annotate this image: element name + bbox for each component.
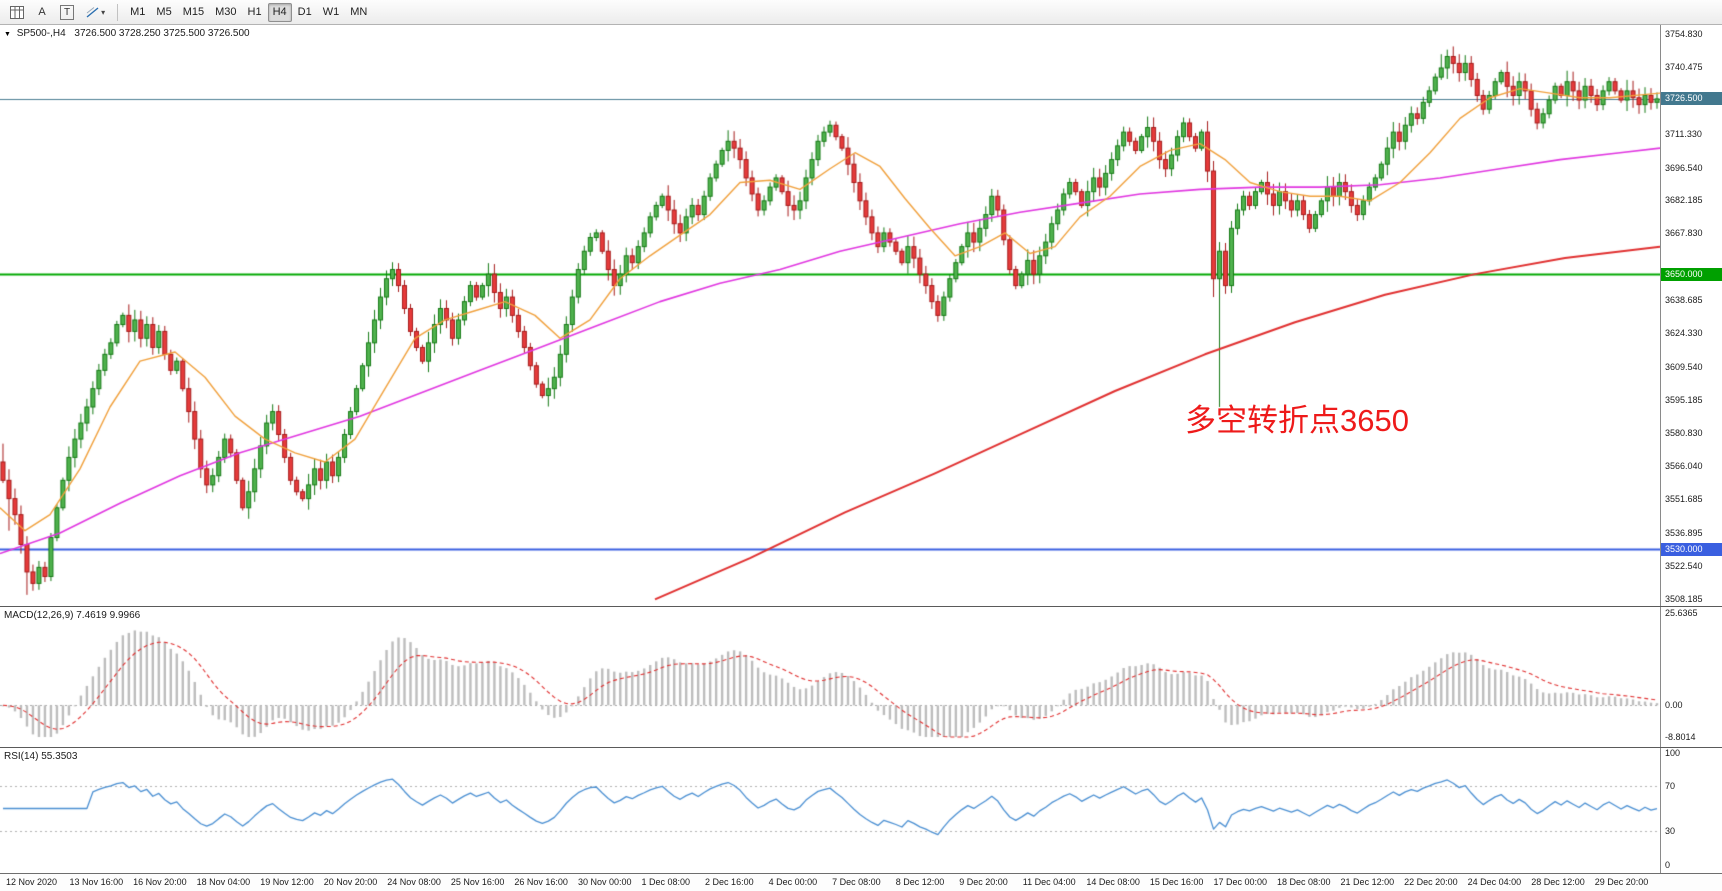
chart-ohlc-values: 3726.500 3728.250 3725.500 3726.500 <box>74 28 250 39</box>
price-axis-label: 3667.830 <box>1665 228 1703 239</box>
macd-axis-label: 0.00 <box>1665 700 1683 711</box>
timeframe-w1-button[interactable]: W1 <box>322 6 340 18</box>
rsi-axis-label: 30 <box>1665 826 1676 837</box>
timeframe-m15-button[interactable]: M15 <box>182 6 205 18</box>
time-axis-label: 19 Nov 12:00 <box>260 877 314 887</box>
time-axis-label: 26 Nov 16:00 <box>514 877 568 887</box>
time-axis-label: 11 Dec 04:00 <box>1022 877 1076 887</box>
time-axis-label: 18 Nov 04:00 <box>196 877 251 887</box>
time-axis-label: 12 Nov 2020 <box>6 877 58 887</box>
price-axis-label: 3566.040 <box>1665 461 1703 472</box>
time-axis-label: 24 Dec 04:00 <box>1467 877 1522 887</box>
price-axis-label: 3551.685 <box>1665 494 1703 505</box>
time-axis-label: 22 Dec 20:00 <box>1404 877 1458 887</box>
rsi-canvas[interactable] <box>0 748 1660 873</box>
macd-label: MACD(12,26,9) 7.4619 9.9966 <box>4 610 141 621</box>
price-axis-label: 3508.185 <box>1665 594 1703 604</box>
time-axis-label: 21 Dec 12:00 <box>1340 877 1395 887</box>
price-axis-label: 3754.830 <box>1665 29 1703 39</box>
price-chart-panel: ▼ SP500-,H4 3726.500 3728.250 3725.500 3… <box>0 25 1722 606</box>
chart-header: ▼ SP500-,H4 3726.500 3728.250 3725.500 3… <box>4 28 250 39</box>
timeframe-m1-button[interactable]: M1 <box>130 6 146 18</box>
price-axis-label: 3580.830 <box>1665 427 1703 438</box>
chart-grid-icon <box>10 5 24 19</box>
text-label-glyph: A <box>38 6 46 18</box>
time-axis-label: 8 Dec 12:00 <box>895 877 945 887</box>
price-axis-label: 3740.475 <box>1665 61 1703 72</box>
time-axis-label: 30 Nov 00:00 <box>577 877 632 887</box>
rsi-label: RSI(14) 55.3503 <box>4 751 78 762</box>
time-axis-label: 15 Dec 16:00 <box>1149 877 1204 887</box>
time-axis-label: 4 Dec 00:00 <box>768 877 818 887</box>
chart-symbol-timeframe: SP500-,H4 <box>16 28 66 39</box>
rsi-axis-label: 0 <box>1665 860 1671 870</box>
chart-header-arrow-icon: ▼ <box>4 31 11 38</box>
macd-panel: MACD(12,26,9) 7.4619 9.9966 25.6365 0.00 -… <box>0 606 1722 747</box>
time-axis-label: 14 Dec 08:00 <box>1086 877 1140 887</box>
macd-axis: 25.6365 0.00 -8.8014 <box>1660 607 1722 747</box>
time-axis-label: 1 Dec 08:00 <box>641 877 691 887</box>
time-axis-label: 17 Dec 00:00 <box>1213 877 1267 887</box>
time-axis-label: 18 Dec 08:00 <box>1277 877 1331 887</box>
rsi-axis: 100 70 30 0 <box>1660 748 1722 873</box>
time-axis-label: 7 Dec 08:00 <box>832 877 881 887</box>
toolbar-separator <box>117 3 119 21</box>
price-axis: 3754.830 3740.475 3711.330 3696.540 3682.185… <box>1660 25 1722 606</box>
level-3650-badge: 3650.000 <box>1661 267 1722 281</box>
timeframe-group: M1 M5 M15 M30 H1 H4 D1 W1 MN <box>125 2 372 22</box>
time-axis-label: 16 Nov 20:00 <box>133 877 187 887</box>
dropdown-caret-icon: ▾ <box>101 7 106 17</box>
current-price-badge: 3726.500 <box>1661 92 1722 106</box>
chart-grid-button[interactable] <box>5 3 29 22</box>
text-box-glyph: T <box>60 4 75 20</box>
macd-canvas[interactable] <box>0 607 1660 747</box>
timeframe-m30-button[interactable]: M30 <box>215 6 237 18</box>
time-axis-label: 2 Dec 16:00 <box>705 877 754 887</box>
line-studies-icon <box>86 6 99 18</box>
time-axis-label: 28 Dec 12:00 <box>1531 877 1585 887</box>
rsi-axis-label: 100 <box>1665 748 1681 758</box>
price-axis-label: 3522.540 <box>1665 561 1703 572</box>
timeframe-d1-button[interactable]: D1 <box>297 6 312 18</box>
time-axis[interactable]: 12 Nov 2020 13 Nov 16:00 16 Nov 20:00 18 No… <box>0 873 1722 891</box>
time-axis-label: 29 Dec 20:00 <box>1594 877 1649 887</box>
timeframe-h4-button[interactable]: H4 <box>267 2 292 22</box>
level-3530-badge: 3530.000 <box>1661 542 1722 556</box>
line-studies-button[interactable]: ▾ <box>81 3 110 22</box>
time-axis-label: 20 Nov 20:00 <box>323 877 378 887</box>
text-label-button[interactable]: A <box>31 3 53 22</box>
rsi-panel: RSI(14) 55.3503 100 70 30 0 <box>0 747 1722 873</box>
time-axis-label: 25 Nov 16:00 <box>450 877 505 887</box>
price-axis-label: 3609.540 <box>1665 361 1703 372</box>
price-axis-label: 3682.185 <box>1665 195 1703 206</box>
price-axis-label: 3696.540 <box>1665 162 1703 173</box>
price-axis-label: 3624.330 <box>1665 327 1703 338</box>
time-axis-label: 24 Nov 08:00 <box>387 877 441 887</box>
macd-axis-label: 25.6365 <box>1665 608 1698 618</box>
price-axis-label: 3711.330 <box>1665 128 1702 139</box>
text-box-button[interactable]: T <box>55 3 79 22</box>
toolbar: A T ▾ M1 M5 M15 M30 H1 H4 D1 W1 MN <box>0 0 1722 25</box>
timeframe-m5-button[interactable]: M5 <box>156 6 172 18</box>
timeframe-mn-button[interactable]: MN <box>350 6 368 18</box>
macd-axis-label: -8.8014 <box>1665 732 1696 742</box>
price-axis-label: 3595.185 <box>1665 394 1703 405</box>
timeframe-h1-button[interactable]: H1 <box>247 6 262 18</box>
time-axis-label: 9 Dec 20:00 <box>959 877 1008 887</box>
time-axis-label: 13 Nov 16:00 <box>69 877 124 887</box>
price-axis-label: 3638.685 <box>1665 295 1703 306</box>
rsi-axis-label: 70 <box>1665 780 1676 791</box>
price-chart-canvas[interactable] <box>0 25 1660 606</box>
price-axis-label: 3536.895 <box>1665 528 1703 539</box>
